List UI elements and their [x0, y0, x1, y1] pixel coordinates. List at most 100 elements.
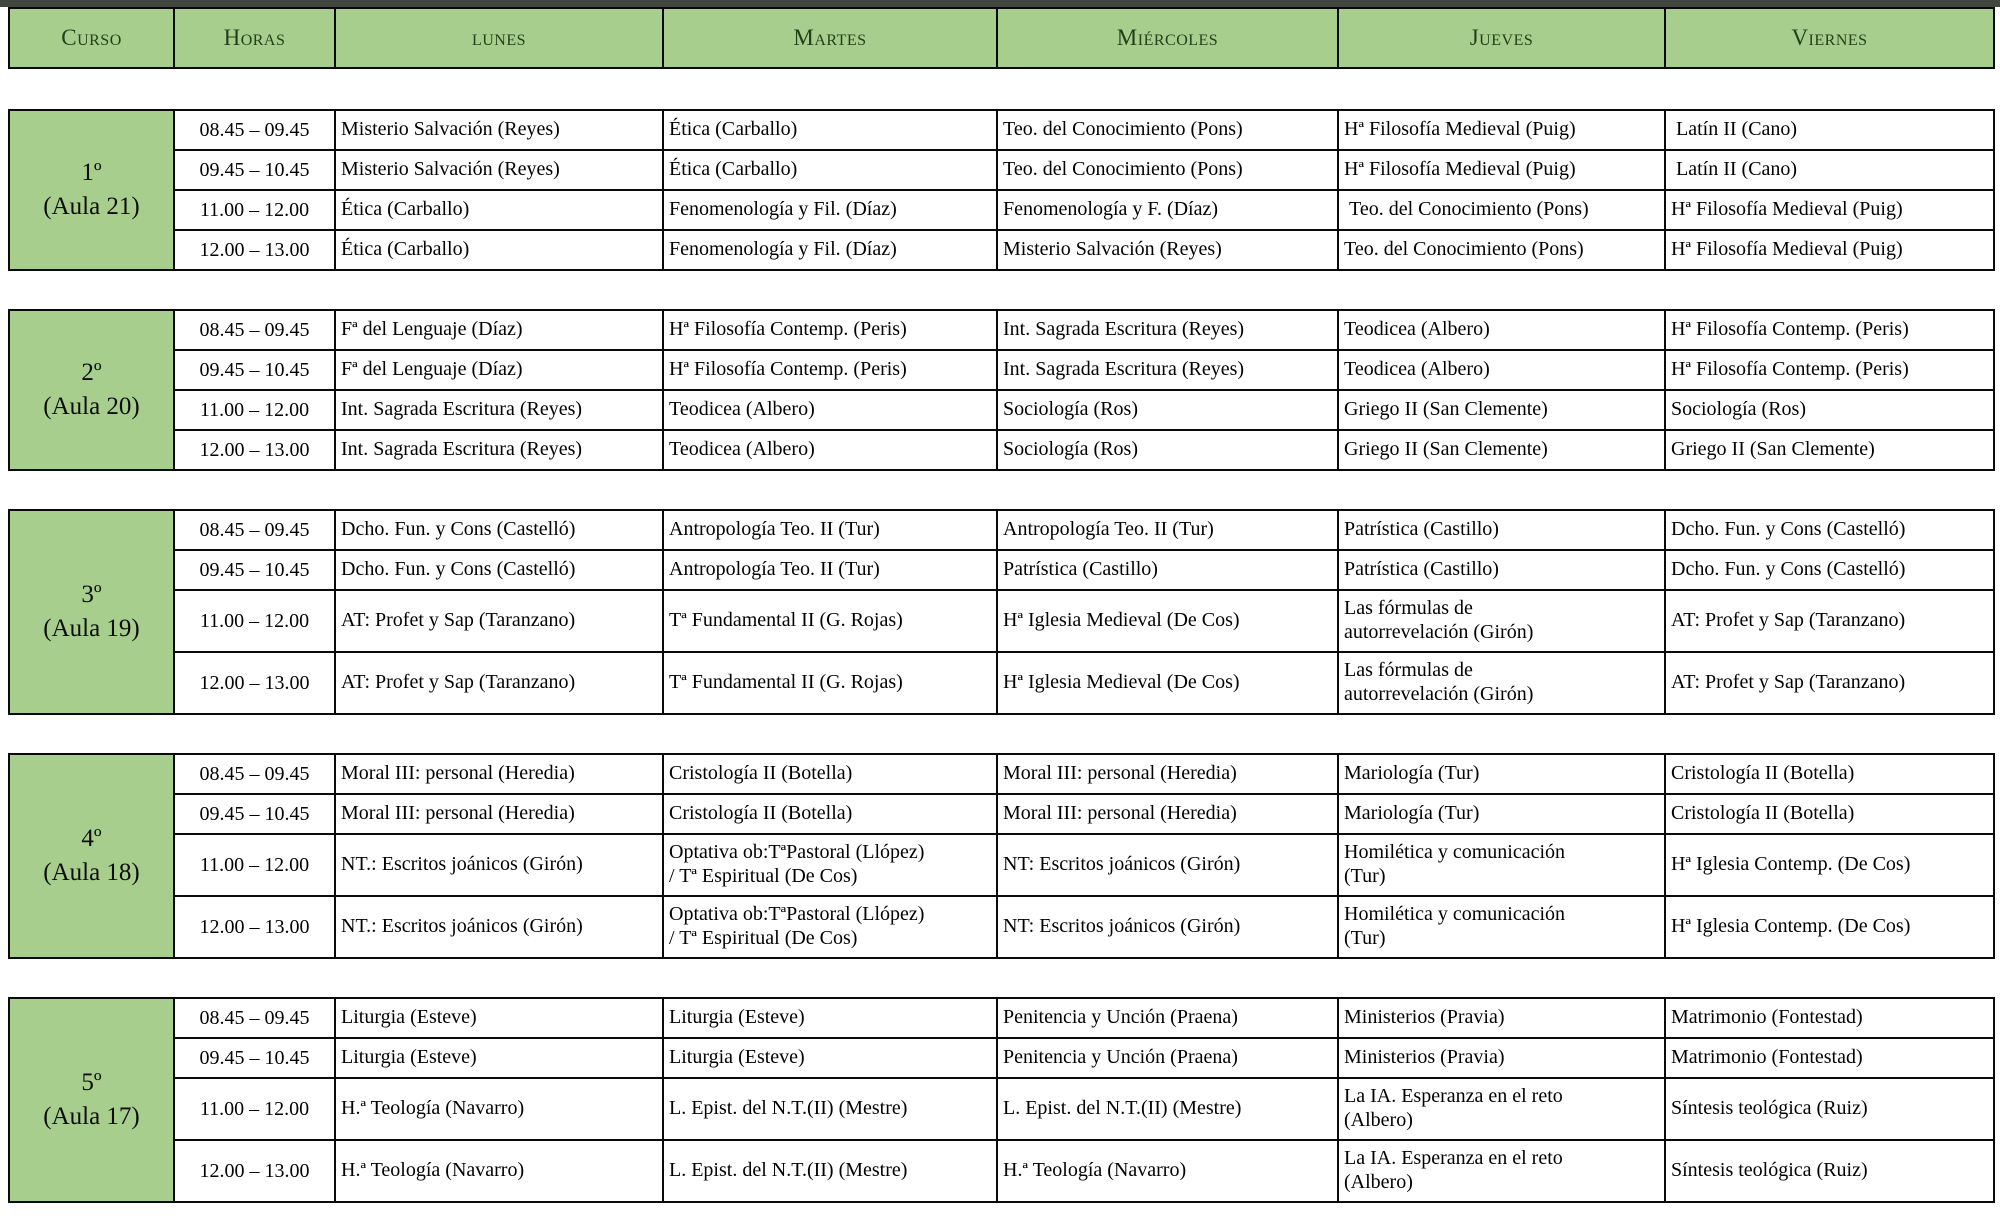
- time-cell: 12.00 – 13.00: [173, 895, 336, 959]
- schedule-cell: Liturgia (Esteve): [334, 1037, 664, 1079]
- room-label: (Aula 19): [43, 615, 140, 642]
- schedule-cell: Optativa ob:TªPastoral (Llópez) / Tª Esp…: [662, 833, 998, 897]
- course-number: 4º: [81, 825, 102, 853]
- schedule-cell: Misterio Salvación (Reyes): [996, 229, 1339, 271]
- time-cell: 08.45 – 09.45: [173, 997, 336, 1039]
- schedule-cell: L. Epist. del N.T.(II) (Mestre): [662, 1077, 998, 1141]
- schedule-cell: Cristología II (Botella): [1664, 793, 1995, 835]
- schedule-cell: Síntesis teológica (Ruiz): [1664, 1139, 1995, 1203]
- schedule-cell: NT: Escritos joánicos (Girón): [996, 895, 1339, 959]
- schedule-cell: Moral III: personal (Heredia): [996, 753, 1339, 795]
- schedule-cell: Hª Filosofía Medieval (Puig): [1664, 229, 1995, 271]
- schedule-cell: Cristología II (Botella): [662, 793, 998, 835]
- schedule-cell: Hª Filosofía Medieval (Puig): [1337, 109, 1666, 151]
- course-block-3: 3º (Aula 19) 08.45 – 09.45 Dcho. Fun. y C…: [8, 509, 1995, 715]
- time-cell: 11.00 – 12.00: [173, 1077, 336, 1141]
- schedule-cell: AT: Profet y Sap (Taranzano): [1664, 651, 1995, 715]
- schedule-cell: Dcho. Fun. y Cons (Castelló): [1664, 549, 1995, 591]
- course-room-label: 3º (Aula 19): [8, 509, 175, 715]
- time-cell: 08.45 – 09.45: [173, 509, 336, 551]
- time-cell: 11.00 – 12.00: [173, 389, 336, 431]
- schedule-cell: Ética (Carballo): [334, 229, 664, 271]
- schedule-cell: Misterio Salvación (Reyes): [334, 109, 664, 151]
- time-cell: 08.45 – 09.45: [173, 109, 336, 151]
- schedule-cell: Dcho. Fun. y Cons (Castelló): [334, 509, 664, 551]
- schedule-cell: Moral III: personal (Heredia): [996, 793, 1339, 835]
- schedule-cell: Griego II (San Clemente): [1664, 429, 1995, 471]
- schedule-cell: Griego II (San Clemente): [1337, 429, 1666, 471]
- schedule-cell: Hª Filosofía Contemp. (Peris): [1664, 349, 1995, 391]
- schedule-cell: Ministerios (Pravia): [1337, 1037, 1666, 1079]
- schedule-cell: Moral III: personal (Heredia): [334, 753, 664, 795]
- schedule-cell: Síntesis teológica (Ruiz): [1664, 1077, 1995, 1141]
- course-room-label: 2º (Aula 20): [8, 309, 175, 471]
- schedule-cell: NT.: Escritos joánicos (Girón): [334, 833, 664, 897]
- schedule-cell: Hª Iglesia Medieval (De Cos): [996, 589, 1339, 653]
- schedule-cell: Teo. del Conocimiento (Pons): [996, 149, 1339, 191]
- time-cell: 09.45 – 10.45: [173, 149, 336, 191]
- schedule-cell: Moral III: personal (Heredia): [334, 793, 664, 835]
- schedule-cell: Int. Sagrada Escritura (Reyes): [996, 349, 1339, 391]
- schedule-cell: Hª Filosofía Contemp. (Peris): [662, 309, 998, 351]
- schedule-cell: Sociología (Ros): [996, 389, 1339, 431]
- schedule-cell: Las fórmulas de autorrevelación (Girón): [1337, 651, 1666, 715]
- schedule-cell: AT: Profet y Sap (Taranzano): [334, 651, 664, 715]
- schedule-cell: Int. Sagrada Escritura (Reyes): [996, 309, 1339, 351]
- schedule-cell: Fenomenología y F. (Díaz): [996, 189, 1339, 231]
- schedule-cell: Optativa ob:TªPastoral (Llópez) / Tª Esp…: [662, 895, 998, 959]
- schedule-cell: Liturgia (Esteve): [662, 997, 998, 1039]
- schedule-cell: Hª Filosofía Medieval (Puig): [1337, 149, 1666, 191]
- schedule-cell: Tª Fundamental II (G. Rojas): [662, 589, 998, 653]
- course-number: 5º: [81, 1069, 102, 1097]
- schedule-cell: Mariología (Tur): [1337, 753, 1666, 795]
- schedule-cell: Teodicea (Albero): [1337, 349, 1666, 391]
- schedule-cell: Hª Iglesia Contemp. (De Cos): [1664, 833, 1995, 897]
- schedule-cell: Matrimonio (Fontestad): [1664, 1037, 1995, 1079]
- course-room-label: 1º (Aula 21): [8, 109, 175, 271]
- col-header-miercoles: Miércoles: [996, 7, 1339, 69]
- schedule-cell: Dcho. Fun. y Cons (Castelló): [1664, 509, 1995, 551]
- top-edge-strip: [0, 0, 2000, 7]
- time-cell: 12.00 – 13.00: [173, 229, 336, 271]
- time-cell: 09.45 – 10.45: [173, 349, 336, 391]
- schedule-cell: L. Epist. del N.T.(II) (Mestre): [662, 1139, 998, 1203]
- course-block-2: 2º (Aula 20) 08.45 – 09.45 Fª del Lenguaj…: [8, 309, 1995, 471]
- room-label: (Aula 18): [43, 859, 140, 886]
- course-room-label: 5º (Aula 17): [8, 997, 175, 1203]
- schedule-cell: Dcho. Fun. y Cons (Castelló): [334, 549, 664, 591]
- schedule-cell: Penitencia y Unción (Praena): [996, 1037, 1339, 1079]
- schedule-cell: Fª del Lenguaje (Díaz): [334, 349, 664, 391]
- room-label: (Aula 21): [43, 193, 140, 220]
- schedule-cell: Tª Fundamental II (G. Rojas): [662, 651, 998, 715]
- time-cell: 12.00 – 13.00: [173, 429, 336, 471]
- schedule-cell: Cristología II (Botella): [662, 753, 998, 795]
- time-cell: 11.00 – 12.00: [173, 189, 336, 231]
- schedule-cell: Teo. del Conocimiento (Pons): [996, 109, 1339, 151]
- schedule-cell: Fª del Lenguaje (Díaz): [334, 309, 664, 351]
- schedule-cell: Sociología (Ros): [996, 429, 1339, 471]
- room-label: (Aula 20): [43, 393, 140, 420]
- schedule-cell: H.ª Teología (Navarro): [996, 1139, 1339, 1203]
- schedule-cell: Cristología II (Botella): [1664, 753, 1995, 795]
- time-cell: 09.45 – 10.45: [173, 1037, 336, 1079]
- time-cell: 09.45 – 10.45: [173, 793, 336, 835]
- schedule-cell: Matrimonio (Fontestad): [1664, 997, 1995, 1039]
- schedule-cell: Teo. del Conocimiento (Pons): [1337, 229, 1666, 271]
- time-cell: 12.00 – 13.00: [173, 651, 336, 715]
- course-block-4: 4º (Aula 18) 08.45 – 09.45 Moral III: per…: [8, 753, 1995, 959]
- time-cell: 12.00 – 13.00: [173, 1139, 336, 1203]
- course-room-label: 4º (Aula 18): [8, 753, 175, 959]
- schedule-cell: Antropología Teo. II (Tur): [996, 509, 1339, 551]
- col-header-viernes: Viernes: [1664, 7, 1995, 69]
- schedule-cell: NT.: Escritos joánicos (Girón): [334, 895, 664, 959]
- room-label: (Aula 17): [43, 1103, 140, 1130]
- schedule-cell: Ministerios (Pravia): [1337, 997, 1666, 1039]
- course-number: 1º: [81, 159, 102, 187]
- schedule-cell: Patrística (Castillo): [996, 549, 1339, 591]
- schedule-cell: L. Epist. del N.T.(II) (Mestre): [996, 1077, 1339, 1141]
- schedule-cell: Latín II (Cano): [1664, 149, 1995, 191]
- schedule-cell: Las fórmulas de autorrevelación (Girón): [1337, 589, 1666, 653]
- course-number: 2º: [81, 359, 102, 387]
- schedule-cell: Penitencia y Unción (Praena): [996, 997, 1339, 1039]
- schedule-cell: Fenomenología y Fil. (Díaz): [662, 229, 998, 271]
